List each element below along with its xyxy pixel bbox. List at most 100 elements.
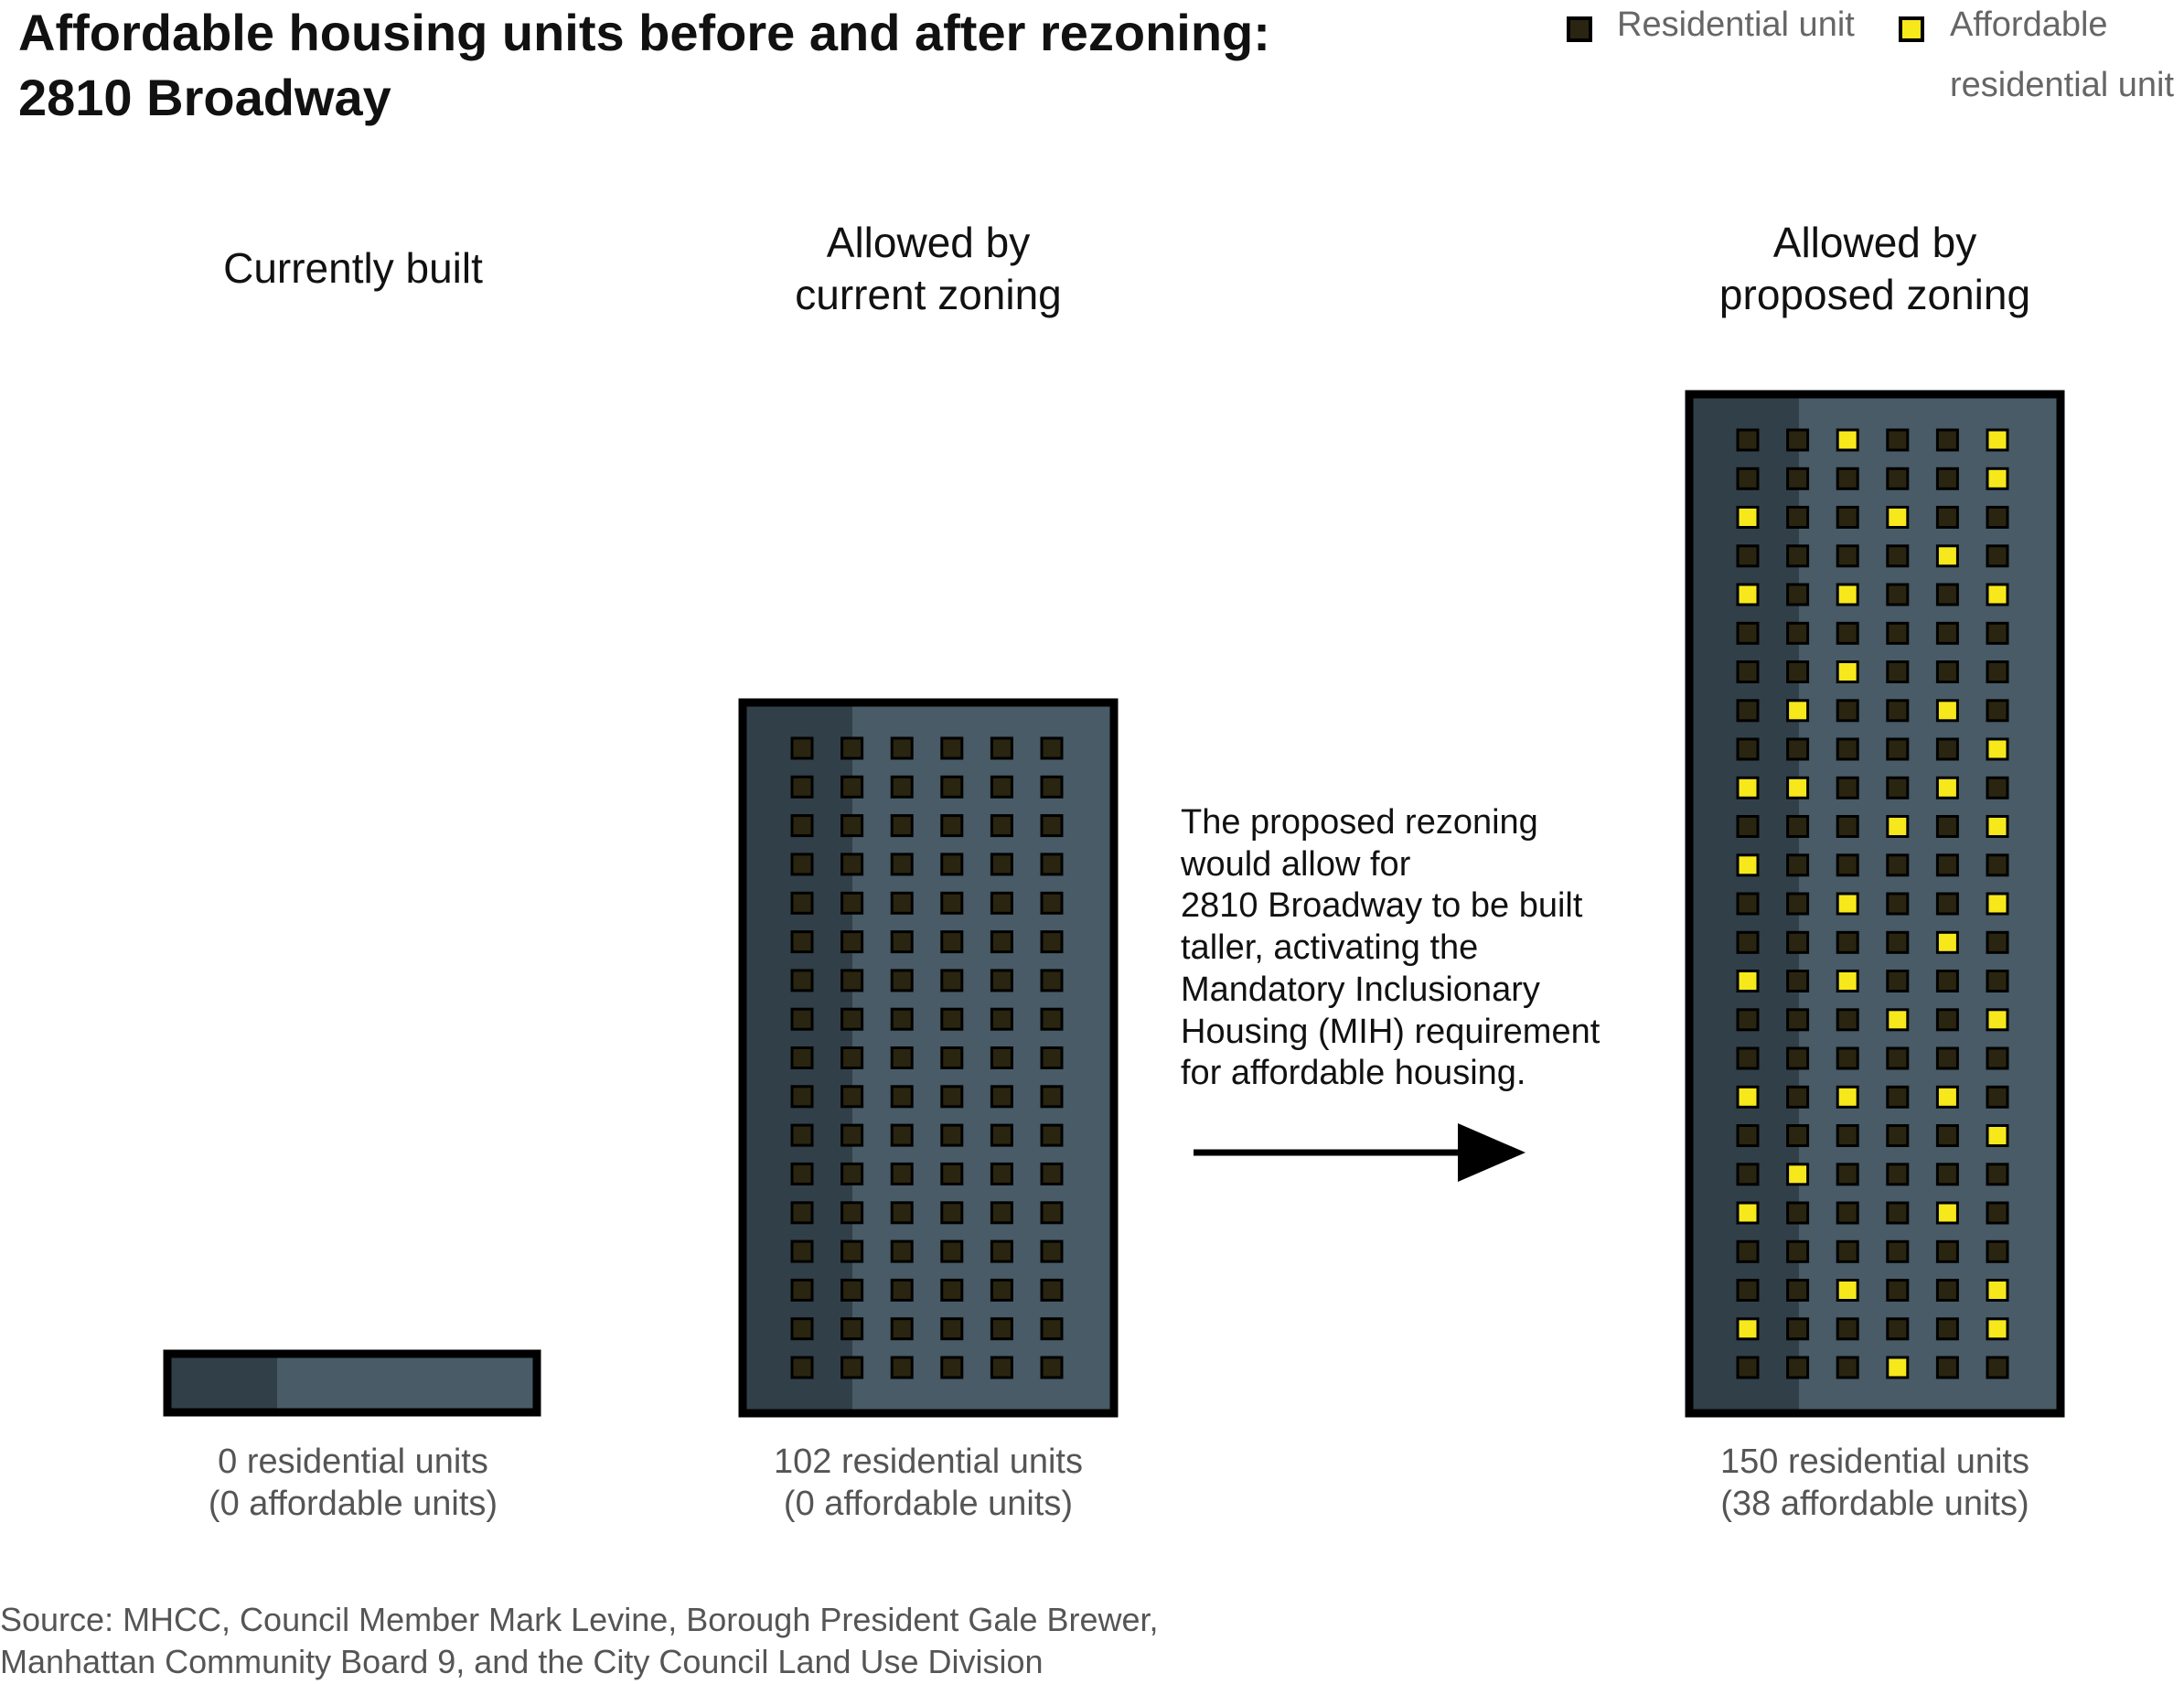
residential-unit — [840, 1201, 864, 1225]
residential-unit — [990, 736, 1013, 760]
annotation-line-1: The proposed rezoning — [1181, 803, 1538, 842]
residential-unit — [1836, 853, 1859, 877]
heading-proposed-zoning-line-2: proposed zoning — [1718, 271, 2031, 318]
residential-unit — [1886, 467, 1910, 490]
residential-unit — [890, 930, 914, 954]
legend-affordable-label: Affordable residential unit — [1950, 0, 2174, 115]
residential-unit — [1040, 1239, 1064, 1263]
affordable-unit — [1786, 776, 1810, 799]
residential-unit — [1786, 892, 1810, 916]
residential-unit — [1786, 621, 1810, 645]
residential-unit — [1935, 583, 1959, 606]
residential-unit — [1986, 1356, 2009, 1379]
residential-unit — [1986, 776, 2009, 799]
affordable-unit — [1986, 1317, 2009, 1341]
residential-unit — [1040, 969, 1064, 992]
residential-unit — [1786, 1085, 1810, 1109]
residential-unit — [1786, 737, 1810, 761]
residential-unit — [840, 1356, 864, 1379]
affordable-unit — [1836, 970, 1859, 992]
residential-unit — [990, 775, 1013, 799]
affordable-unit — [1836, 583, 1859, 606]
residential-unit — [790, 1007, 814, 1031]
legend-residential-label: Residential unit — [1617, 5, 1855, 44]
annotation-line-2: would allow for — [1181, 844, 1411, 884]
residential-unit — [1836, 1201, 1859, 1225]
residential-unit — [1836, 1163, 1859, 1186]
residential-unit — [790, 814, 814, 838]
caption-currently-built: 0 residential units (0 affordable units) — [170, 1441, 536, 1525]
residential-unit — [1736, 699, 1760, 723]
residential-unit — [1886, 853, 1910, 877]
residential-unit — [1836, 699, 1859, 723]
residential-unit — [1886, 699, 1910, 723]
residential-unit — [1935, 467, 1959, 490]
residential-unit — [1886, 776, 1910, 799]
residential-unit — [990, 1201, 1013, 1225]
residential-unit — [1935, 1008, 1959, 1032]
residential-unit — [940, 1278, 964, 1302]
residential-unit — [840, 891, 864, 915]
residential-unit — [1040, 1007, 1064, 1031]
residential-unit — [1836, 776, 1859, 799]
residential-unit — [890, 1046, 914, 1069]
residential-unit — [1040, 891, 1064, 915]
residential-unit — [1886, 892, 1910, 916]
residential-unit — [840, 1046, 864, 1069]
building-proposed-zoning — [1685, 390, 2065, 1418]
affordable-unit — [1736, 1085, 1760, 1109]
residential-unit — [990, 1046, 1013, 1069]
affordable-unit — [1935, 699, 1959, 723]
caption-currently-built-line-1: 0 residential units — [218, 1443, 488, 1481]
residential-unit — [1935, 1356, 1959, 1379]
residential-unit — [1836, 1008, 1859, 1032]
residential-unit — [890, 814, 914, 838]
heading-current-zoning-line-1: Allowed by — [826, 219, 1031, 266]
residential-unit — [1736, 815, 1760, 838]
residential-unit — [940, 814, 964, 838]
residential-unit — [1986, 970, 2009, 992]
residential-unit — [1836, 506, 1859, 529]
affordable-unit — [1986, 467, 2009, 490]
caption-proposed-zoning: 150 residential units (38 affordable uni… — [1692, 1441, 2058, 1525]
residential-unit — [940, 1201, 964, 1225]
residential-unit — [1986, 544, 2009, 568]
residential-unit — [1935, 853, 1959, 877]
residential-unit — [840, 1239, 864, 1263]
residential-unit — [1736, 467, 1760, 490]
affordable-unit — [1986, 1124, 2009, 1147]
residential-unit — [1836, 467, 1859, 490]
residential-unit — [790, 1201, 814, 1225]
residential-unit — [1886, 660, 1910, 683]
residential-unit — [1935, 815, 1959, 838]
residential-unit — [990, 853, 1013, 876]
heading-currently-built: Currently built — [170, 242, 536, 295]
residential-unit — [1836, 737, 1859, 761]
affordable-unit — [1986, 583, 2009, 606]
residential-unit — [890, 1123, 914, 1147]
chart-title-line-1: Affordable housing units before and afte… — [18, 4, 1270, 61]
residential-unit — [1786, 1356, 1810, 1379]
affordable-unit — [1986, 815, 2009, 838]
residential-unit — [1935, 506, 1959, 529]
residential-unit — [1886, 544, 1910, 568]
source-line-2: Manhattan Community Board 9, and the Cit… — [0, 1643, 1044, 1680]
residential-unit — [1736, 544, 1760, 568]
residential-unit — [790, 736, 814, 760]
affordable-unit — [1736, 1317, 1760, 1341]
building-current-zoning — [738, 698, 1119, 1418]
residential-unit — [1886, 737, 1910, 761]
residential-unit — [1836, 930, 1859, 954]
residential-unit — [940, 1007, 964, 1031]
residential-unit — [940, 1162, 964, 1185]
residential-unit — [1836, 1046, 1859, 1070]
residential-unit — [790, 1239, 814, 1263]
residential-unit — [1736, 428, 1760, 452]
residential-unit — [790, 775, 814, 799]
residential-unit — [1886, 1239, 1910, 1263]
residential-unit — [940, 853, 964, 876]
residential-unit — [940, 775, 964, 799]
residential-unit — [1986, 853, 2009, 877]
residential-unit — [1886, 1085, 1910, 1109]
residential-unit — [1886, 583, 1910, 606]
